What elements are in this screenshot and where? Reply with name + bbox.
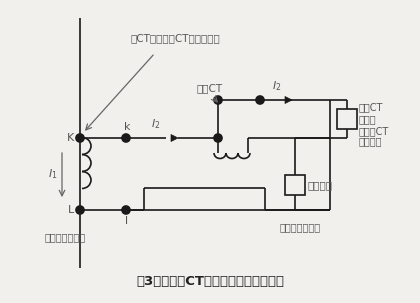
Text: $I_2$: $I_2$ bbox=[272, 79, 281, 93]
Circle shape bbox=[76, 134, 84, 142]
Circle shape bbox=[256, 96, 264, 104]
Text: 補助CT: 補助CT bbox=[359, 102, 383, 112]
Text: L: L bbox=[68, 205, 74, 215]
Circle shape bbox=[76, 206, 84, 214]
Text: $I_2$: $I_2$ bbox=[151, 117, 160, 131]
Text: 補助CT: 補助CT bbox=[197, 83, 223, 93]
Text: k: k bbox=[124, 122, 130, 132]
Circle shape bbox=[122, 134, 130, 142]
Polygon shape bbox=[171, 135, 178, 142]
Text: 二次負担: 二次負担 bbox=[308, 180, 333, 190]
Text: l: l bbox=[126, 216, 129, 226]
Circle shape bbox=[122, 206, 130, 214]
Text: 側回路）: 側回路） bbox=[359, 136, 383, 146]
Polygon shape bbox=[285, 96, 292, 104]
Circle shape bbox=[214, 96, 222, 104]
Text: （一次側回路）: （一次側回路） bbox=[45, 232, 86, 242]
Text: K: K bbox=[67, 133, 74, 143]
Text: 負　担: 負 担 bbox=[359, 114, 377, 124]
Text: 主CT（メインCTともいう）: 主CT（メインCTともいう） bbox=[130, 33, 220, 43]
Text: 第3図　補助CTを用いるときの回路例: 第3図 補助CTを用いるときの回路例 bbox=[136, 275, 284, 288]
Bar bbox=[285, 175, 305, 195]
Text: （補助CT: （補助CT bbox=[359, 126, 389, 136]
Text: $I_1$: $I_1$ bbox=[48, 167, 58, 181]
Bar bbox=[337, 109, 357, 129]
Circle shape bbox=[214, 134, 222, 142]
Text: （二次側回路）: （二次側回路） bbox=[279, 222, 320, 232]
